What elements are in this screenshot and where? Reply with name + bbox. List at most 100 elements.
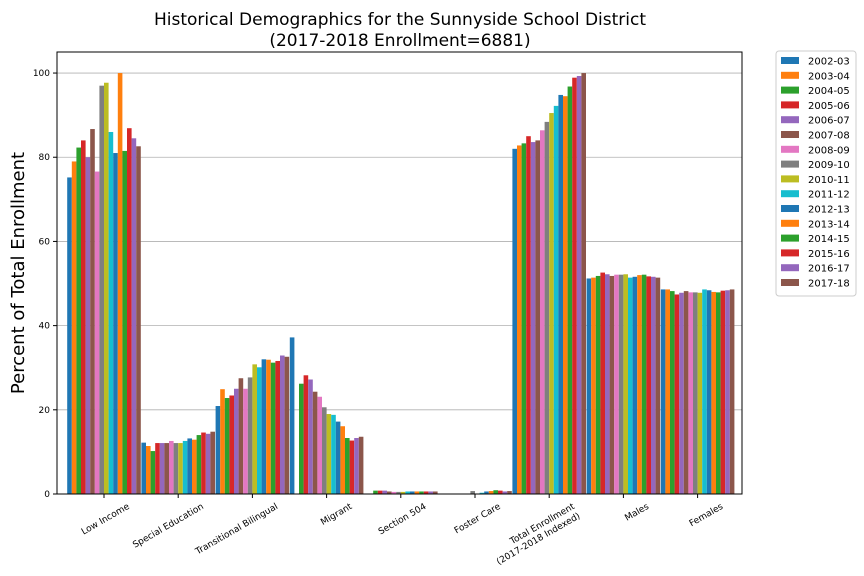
- bar: [414, 491, 420, 494]
- y-axis-label: Percent of Total Enrollment: [8, 152, 29, 394]
- legend-swatch: [781, 249, 799, 257]
- bar: [71, 161, 77, 494]
- legend-label: 2007-08: [808, 131, 850, 142]
- bar: [484, 491, 489, 494]
- bar: [289, 337, 295, 494]
- bar: [623, 274, 628, 494]
- bar: [470, 491, 475, 494]
- bar: [169, 440, 174, 494]
- bar: [340, 426, 345, 494]
- bar: [674, 294, 680, 494]
- bar: [146, 446, 151, 494]
- bar: [155, 443, 160, 494]
- bar: [210, 431, 215, 494]
- legend-label: 2010-11: [808, 175, 850, 186]
- bars: [67, 73, 735, 495]
- bar: [419, 491, 424, 494]
- y-tick-label: 0: [44, 490, 50, 500]
- bar: [502, 491, 508, 494]
- bar: [618, 274, 624, 494]
- bar: [122, 150, 127, 495]
- legend-label: 2005-06: [808, 101, 850, 112]
- bar: [358, 436, 364, 494]
- bar: [150, 451, 156, 494]
- bar: [173, 443, 179, 494]
- legend-swatch: [781, 57, 799, 64]
- bar: [238, 378, 244, 494]
- legend-swatch: [781, 264, 799, 272]
- bar: [716, 292, 721, 494]
- bar: [507, 491, 512, 494]
- bar: [252, 364, 257, 494]
- chart-title: Historical Demographics for the Sunnysid…: [154, 10, 646, 30]
- legend: 2002-03 2003-04 2004-05 2005-06 2006-07 2007-…: [775, 50, 857, 297]
- bar: [605, 274, 610, 494]
- bar: [540, 130, 545, 495]
- bar: [215, 406, 221, 494]
- bar: [257, 367, 262, 494]
- legend-label: 2015-16: [808, 249, 850, 260]
- bar: [99, 85, 104, 495]
- bar: [322, 407, 327, 494]
- bar: [405, 491, 410, 494]
- bar: [400, 491, 406, 494]
- bar: [609, 275, 615, 494]
- bar: [178, 443, 183, 494]
- bar: [591, 277, 596, 494]
- bar: [410, 491, 415, 494]
- bar: [567, 86, 573, 495]
- legend-label: 2008-09: [808, 145, 850, 156]
- bar: [127, 128, 132, 494]
- legend-swatch: [781, 160, 799, 168]
- x-axis-ticks: Low Income Special EducationTransitional …: [80, 494, 725, 567]
- bar: [549, 113, 554, 494]
- bar: [697, 292, 703, 494]
- legend-label: 2012-13: [808, 205, 850, 216]
- legend-swatch: [781, 71, 799, 79]
- legend-label: 2017-18: [808, 279, 850, 290]
- bar: [396, 491, 401, 494]
- x-tick-label: Foster Care: [453, 502, 503, 537]
- bar: [637, 275, 642, 494]
- legend-swatch: [781, 190, 799, 198]
- bar: [94, 171, 100, 495]
- bar: [234, 388, 239, 494]
- bar: [498, 490, 503, 494]
- x-tick-label: Migrant: [319, 502, 354, 528]
- bar: [201, 432, 206, 494]
- bar: [312, 391, 318, 494]
- bar: [229, 395, 234, 494]
- bar: [641, 274, 647, 494]
- bar: [544, 121, 550, 494]
- bar: [391, 491, 397, 494]
- legend-label: 2002-03: [808, 57, 850, 68]
- legend-label: 2004-05: [808, 86, 850, 97]
- bar: [67, 177, 72, 494]
- legend-label: 2013-14: [808, 219, 850, 230]
- bar: [530, 142, 536, 494]
- y-tick-label: 80: [39, 153, 51, 163]
- bar: [600, 272, 605, 494]
- bar: [345, 438, 350, 494]
- bar: [655, 277, 661, 494]
- y-tick-label: 60: [39, 237, 51, 247]
- bar: [479, 492, 485, 494]
- legend-swatch: [781, 86, 799, 94]
- bar: [349, 440, 355, 494]
- y-axis-ticks: 0 20 40 60 80 100: [33, 69, 57, 500]
- plot-frame: [56, 51, 743, 495]
- bar: [247, 377, 253, 494]
- bar: [335, 421, 341, 494]
- legend-swatch: [781, 234, 799, 242]
- bar: [670, 291, 675, 494]
- bar: [433, 491, 438, 494]
- bar: [187, 438, 192, 494]
- bar: [720, 290, 726, 494]
- bar: [493, 490, 498, 494]
- x-tick-label: Transitional Bilingual: [193, 502, 280, 558]
- legend-swatch: [781, 145, 799, 153]
- bar: [614, 274, 619, 494]
- bar: [224, 398, 230, 494]
- bar: [164, 443, 169, 494]
- bar: [104, 82, 109, 494]
